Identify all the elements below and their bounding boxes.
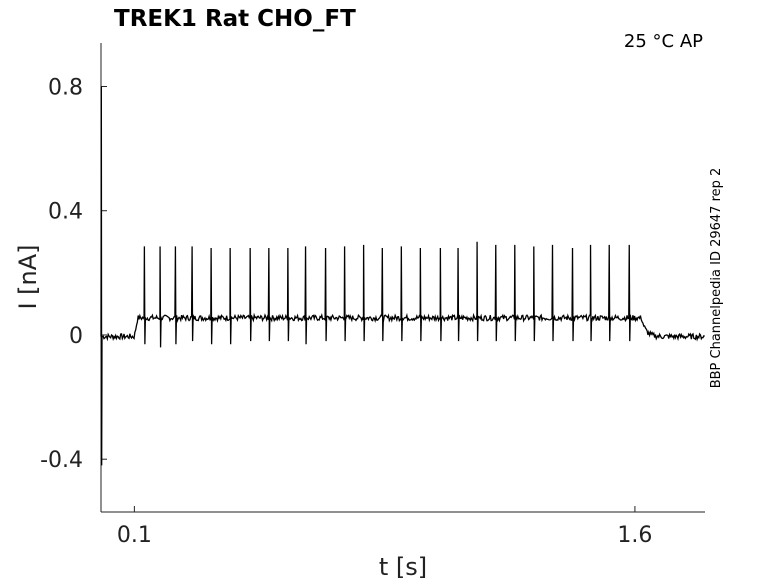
side-label: BBP Channelpedia ID 29647 rep 2 xyxy=(709,168,724,389)
x-ticks: 0.1 1.6 xyxy=(117,506,652,548)
current-trace xyxy=(100,86,705,466)
y-tick-label: 0 xyxy=(69,324,83,349)
chart-annotation: 25 °C AP xyxy=(624,31,703,52)
x-tick-label: 0.1 xyxy=(117,523,152,548)
plot-area: 0.8 0.4 0 -0.4 0.1 1.6 xyxy=(40,43,705,548)
y-axis-label: I [nA] xyxy=(14,244,42,309)
x-tick-label: 1.6 xyxy=(617,523,652,548)
y-tick-label: 0.4 xyxy=(48,200,83,225)
x-axis-label: t [s] xyxy=(379,553,427,581)
chart-title: TREK1 Rat CHO_FT xyxy=(114,6,356,32)
y-tick-label: 0.8 xyxy=(48,75,83,100)
y-tick-label: -0.4 xyxy=(40,448,83,473)
y-ticks: 0.8 0.4 0 -0.4 xyxy=(40,75,107,473)
